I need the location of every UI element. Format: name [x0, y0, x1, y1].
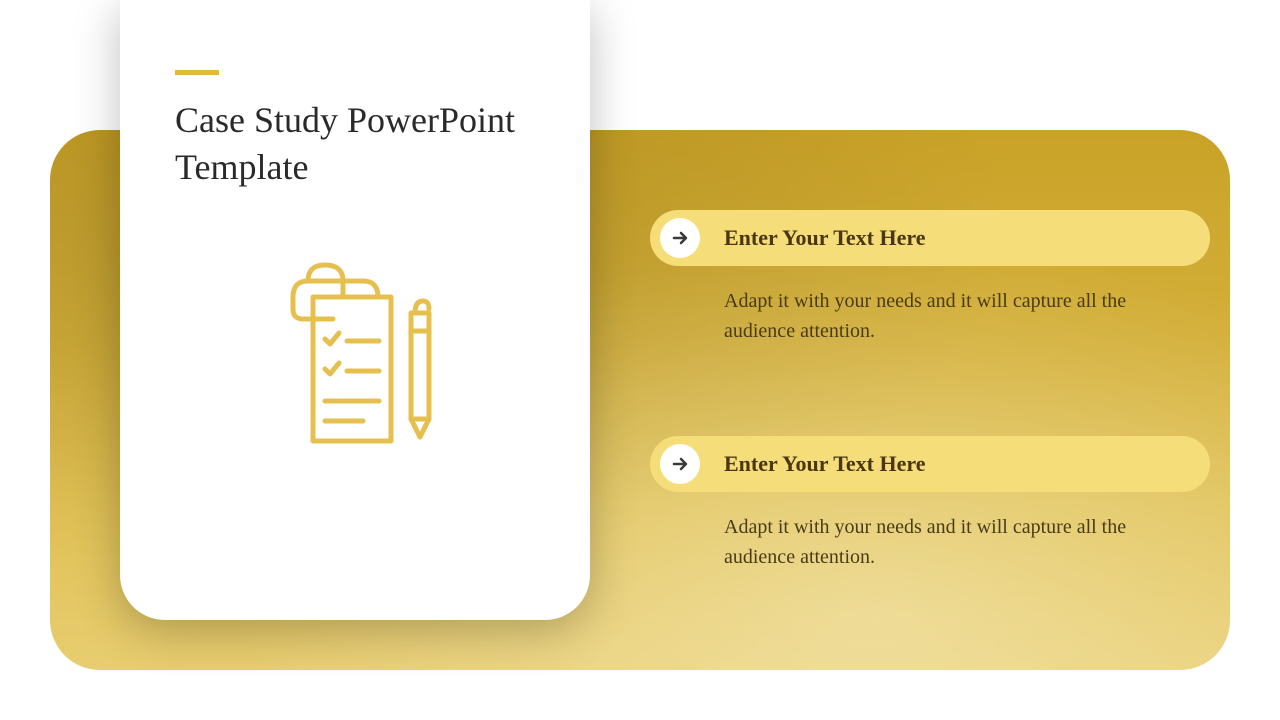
notepad-pen-icon — [263, 261, 453, 461]
title-card: Case Study PowerPoint Template — [120, 0, 590, 620]
heading-text: Enter Your Text Here — [724, 451, 925, 477]
arrow-circle — [660, 444, 700, 484]
body-text: Adapt it with your needs and it will cap… — [650, 512, 1210, 572]
arrow-circle — [660, 218, 700, 258]
arrow-right-icon — [671, 229, 689, 247]
body-text: Adapt it with your needs and it will cap… — [650, 286, 1210, 346]
text-block-2: Enter Your Text Here Adapt it with your … — [650, 436, 1210, 572]
content-area: Enter Your Text Here Adapt it with your … — [650, 210, 1210, 662]
text-block-1: Enter Your Text Here Adapt it with your … — [650, 210, 1210, 346]
arrow-right-icon — [671, 455, 689, 473]
card-title: Case Study PowerPoint Template — [175, 97, 540, 191]
heading-pill-1: Enter Your Text Here — [650, 210, 1210, 266]
heading-text: Enter Your Text Here — [724, 225, 925, 251]
accent-dash — [175, 70, 219, 75]
heading-pill-2: Enter Your Text Here — [650, 436, 1210, 492]
icon-container — [175, 261, 540, 461]
